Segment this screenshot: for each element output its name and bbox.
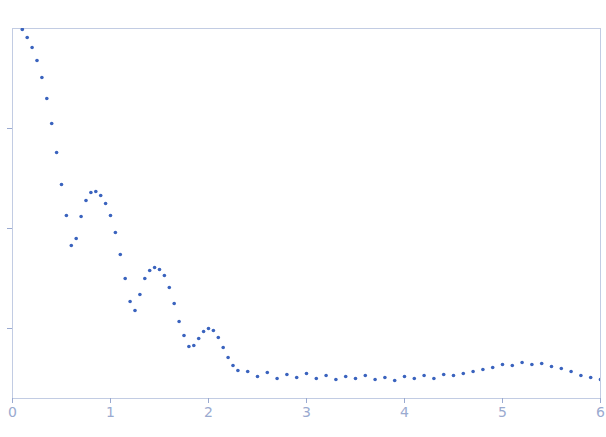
- svg-text:6: 6: [596, 404, 605, 420]
- svg-text:3: 3: [302, 404, 311, 420]
- svg-text:5: 5: [498, 404, 507, 420]
- svg-text:4: 4: [400, 404, 409, 420]
- svg-text:2: 2: [204, 404, 213, 420]
- svg-text:1: 1: [106, 404, 115, 420]
- svg-text:0: 0: [8, 404, 17, 420]
